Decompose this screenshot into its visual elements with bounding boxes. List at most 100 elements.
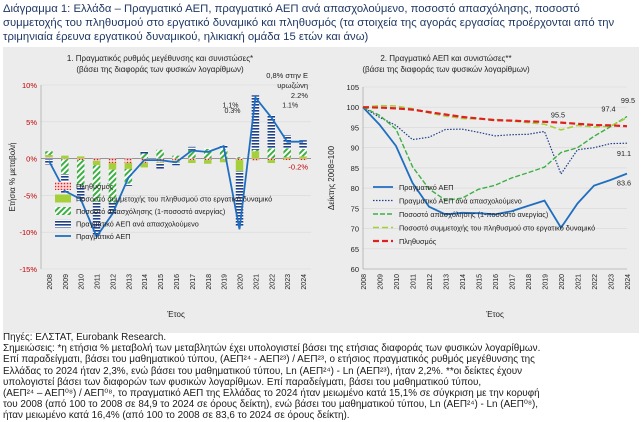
employment-rate-bar xyxy=(204,149,212,159)
annotation-value: 83.6 xyxy=(617,179,631,188)
x-tick-label: 2022 xyxy=(269,274,276,290)
employment-rate-bar xyxy=(61,159,69,175)
chart-2: 2. Πραγματικό ΑΕΠ και συνιστώσες** (βάσει… xyxy=(327,54,635,319)
x-tick-label: 2024 xyxy=(625,274,632,290)
legend-gdp-label: Πραγματικό ΑΕΠ xyxy=(76,232,130,241)
population-bar xyxy=(267,158,276,161)
legend-gdp-per-worker-label: Πραγματικό ΑΕΠ ανά απασχολούμενο xyxy=(76,220,199,229)
x-tick-label: 2018 xyxy=(526,274,533,290)
y-tick-label: 5% xyxy=(26,118,37,127)
y-tick-label: 100 xyxy=(346,103,359,112)
annotation-value: -0.2% xyxy=(288,163,308,172)
footnotes: Πηγές: ΕΛΣΤΑΤ, Eurobank Research. Σημειώ… xyxy=(3,332,639,422)
employment-rate-bar xyxy=(267,148,276,159)
gdp-per-worker-index-line xyxy=(362,106,628,176)
chart-panel: 1. Πραγματικός ρυθμός μεγέθυνσης και συν… xyxy=(3,47,639,333)
employment-rate-bar xyxy=(108,169,117,203)
population-bar xyxy=(45,157,53,159)
annotation-eurozone: υρωζώνη xyxy=(277,81,308,90)
x-tick-label: 2013 xyxy=(444,274,451,290)
y-tick-label: -15% xyxy=(19,265,37,274)
employment-rate-bar xyxy=(235,157,244,159)
x-tick-label: 2015 xyxy=(158,274,165,290)
legend-participation-label: Ποσοστό συμμετοχής του πληθυσμού στο εργ… xyxy=(399,224,595,233)
x-tick-label: 2010 xyxy=(79,274,86,290)
employment-rate-bar xyxy=(76,160,85,186)
employment-rate-bar xyxy=(172,155,180,159)
x-tick-label: 2022 xyxy=(592,274,599,290)
annotation-value: 97.4 xyxy=(601,105,615,114)
population-bar xyxy=(251,158,260,161)
gdp-per-worker-bar xyxy=(267,115,276,149)
y-tick-label: 65 xyxy=(351,245,359,254)
x-tick-label: 2023 xyxy=(609,274,616,290)
participation-bar xyxy=(124,163,133,169)
gdp-per-worker-bar xyxy=(299,140,307,150)
employment-rate-bar xyxy=(156,149,164,159)
gdp-per-worker-bar xyxy=(76,185,85,201)
y-tick-label: 85 xyxy=(351,164,359,173)
x-tick-label: 2017 xyxy=(510,274,517,290)
participation-bar xyxy=(299,156,307,159)
annotation-value: 95.5 xyxy=(551,110,565,119)
employment-rate-bar xyxy=(92,165,101,203)
y-tick-label: 0% xyxy=(26,155,37,164)
employment-rate-bar xyxy=(124,168,133,184)
x-tick-label: 2020 xyxy=(559,274,566,290)
y-tick-label: 90 xyxy=(351,144,359,153)
legend-gdp-per-worker-label: Πραγματικό ΑΕΠ ανά απασχολούμενο xyxy=(399,197,522,206)
x-tick-label: 2013 xyxy=(126,274,133,290)
annotation-value: 99.5 xyxy=(621,96,635,105)
population-bar xyxy=(76,158,85,161)
x-tick-label: 2014 xyxy=(142,274,149,290)
y-axis-label: Ετήσια % μεταβολή xyxy=(8,142,17,211)
annotation-value: 0.3% xyxy=(225,108,241,115)
y-tick-label: 105 xyxy=(346,83,359,92)
population-index-line xyxy=(362,106,628,128)
x-tick-label: 2008 xyxy=(361,274,368,290)
participation-bar xyxy=(283,157,291,159)
x-tick-label: 2016 xyxy=(174,274,181,290)
legend-employment-rate-label: Ποσοστό απασχόλησης (1-ποσοστό ανεργίας) xyxy=(76,207,225,216)
participation-bar xyxy=(251,151,260,159)
employment-rate-bar xyxy=(299,149,307,157)
employment-rate-bar xyxy=(45,151,53,155)
x-tick-label: 2017 xyxy=(190,274,197,290)
annotation-value: 91.1 xyxy=(617,149,631,158)
gdp-per-worker-bar xyxy=(140,151,148,154)
chart-subtitle: (βάσει της διαφοράς των φυσικών λογαρίθμ… xyxy=(362,65,530,74)
x-tick-label: 2021 xyxy=(576,274,583,290)
y-tick-label: 80 xyxy=(351,184,359,193)
population-bar xyxy=(204,158,212,161)
legend-gdp-label: Πραγματικό ΑΕΠ xyxy=(399,183,453,192)
legend-employment-rate-swatch xyxy=(55,207,71,215)
population-bar xyxy=(299,158,307,161)
note-line: Σημειώσεις: *η ετήσια % μεταβολή των μετ… xyxy=(3,343,541,355)
legend-participation-label: Ποσοστό συμμετοχής του πληθυσμού στο εργ… xyxy=(76,195,272,204)
note-line: υπολογιστεί βάσει των διαφορών των φυσικ… xyxy=(3,376,482,388)
population-bar xyxy=(188,158,196,161)
participation-bar xyxy=(267,160,276,164)
x-tick-label: 2015 xyxy=(477,274,484,290)
employment-rate-bar xyxy=(188,149,196,159)
participation-bar xyxy=(156,162,164,164)
population-bar xyxy=(92,158,101,161)
x-tick-label: 2023 xyxy=(285,274,292,290)
legend-population-swatch xyxy=(55,182,71,190)
legend-population-label: Πληθυσμός xyxy=(399,237,437,246)
note-line: του 2008 (από 100 το 2008 σε 84,9 το 202… xyxy=(3,399,539,411)
gdp-per-worker-bar xyxy=(235,171,244,227)
legend-participation-swatch xyxy=(55,194,71,203)
x-tick-label: 2011 xyxy=(95,274,102,289)
y-tick-label: -10% xyxy=(19,228,37,237)
y-axis-label: Δείκτης 2008=100 xyxy=(327,145,336,210)
y-tick-label: 10% xyxy=(22,81,37,90)
population-bar xyxy=(283,158,291,161)
x-tick-label: 2019 xyxy=(222,274,229,290)
annotation-value: 1.1% xyxy=(223,103,239,110)
x-tick-label: 2010 xyxy=(394,274,401,290)
y-tick-label: 70 xyxy=(351,225,359,234)
participation-bar xyxy=(92,160,101,166)
employment-rate-bar xyxy=(283,148,291,158)
gdp-per-worker-bar xyxy=(92,202,101,236)
